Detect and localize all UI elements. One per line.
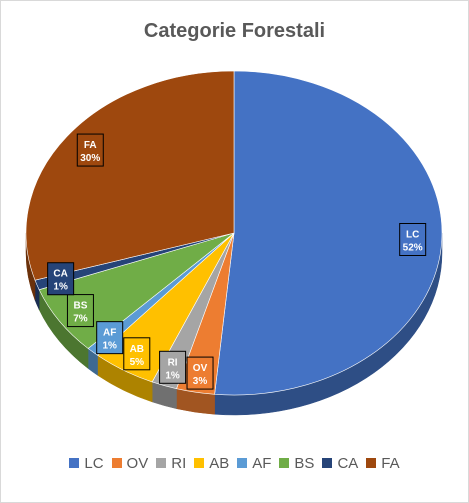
data-label-category: AB	[130, 344, 144, 355]
legend-swatch	[156, 458, 167, 468]
legend-label: AF	[252, 455, 272, 472]
legend-label: OV	[126, 455, 149, 472]
legend-item-ri: RI	[156, 455, 186, 472]
legend-item-lc: LC	[69, 455, 104, 472]
legend-item-bs: BS	[279, 455, 314, 472]
data-label-box	[186, 356, 214, 390]
legend-item-ab: AB	[194, 455, 229, 472]
pie-chart: LC 52% OV 3% RI 1% AB 5% AF 1% BS 7% CA 1% FA 30%	[25, 70, 443, 416]
data-label-ov: OV 3%	[186, 356, 214, 390]
data-label-category: RI	[168, 357, 178, 368]
data-label-percent: 3%	[193, 376, 208, 387]
data-label-category: LC	[406, 229, 419, 240]
data-label-fa: FA 30%	[76, 133, 104, 167]
legend-swatch	[111, 458, 122, 468]
data-label-bs: BS 7%	[66, 294, 94, 328]
data-label-ri: RI 1%	[159, 350, 187, 384]
legend-item-ov: OV	[111, 455, 149, 472]
pie-slice-lc	[214, 70, 443, 396]
data-label-af: AF 1%	[96, 321, 124, 355]
data-label-category: BS	[73, 301, 87, 312]
legend-label: BS	[294, 455, 315, 472]
legend-label: RI	[171, 455, 187, 472]
data-label-category: FA	[84, 140, 97, 151]
data-label-ca: CA 1%	[47, 262, 75, 296]
data-label-box	[47, 262, 75, 296]
legend-swatch	[69, 458, 80, 468]
data-label-percent: 1%	[102, 341, 117, 352]
data-label-box	[123, 337, 151, 371]
legend-swatch	[194, 458, 205, 468]
legend-swatch	[237, 458, 248, 468]
data-label-percent: 1%	[53, 282, 68, 293]
legend-item-ca: CA	[322, 455, 358, 472]
legend-label: AB	[209, 455, 230, 472]
data-label-percent: 52%	[403, 242, 423, 253]
data-label-percent: 5%	[130, 357, 145, 368]
chart-title: Categorie Forestali	[143, 20, 326, 42]
data-label-box	[399, 222, 427, 256]
legend-swatch	[322, 458, 333, 468]
data-label-percent: 7%	[73, 314, 88, 325]
data-label-ab: AB 5%	[123, 337, 151, 371]
legend-item-af: AF	[237, 455, 271, 472]
data-label-box	[159, 350, 187, 384]
legend-label: FA	[381, 455, 400, 472]
pie-slice-fa	[25, 70, 235, 281]
data-label-lc: LC 52%	[399, 222, 427, 256]
data-label-box	[96, 321, 124, 355]
data-label-category: OV	[193, 363, 208, 374]
data-label-category: CA	[53, 269, 67, 280]
legend-label: CA	[337, 455, 359, 472]
legend-swatch	[279, 458, 290, 468]
data-label-percent: 1%	[165, 370, 180, 381]
data-label-percent: 30%	[80, 153, 100, 164]
legend-item-fa: FA	[366, 455, 400, 472]
data-label-category: AF	[103, 328, 116, 339]
legend-label: LC	[84, 455, 104, 472]
chart-legend: LC OV RI AB AF BS CA FA	[0, 455, 469, 472]
legend-swatch	[366, 458, 377, 468]
data-label-box	[76, 133, 104, 167]
data-label-box	[66, 294, 94, 328]
